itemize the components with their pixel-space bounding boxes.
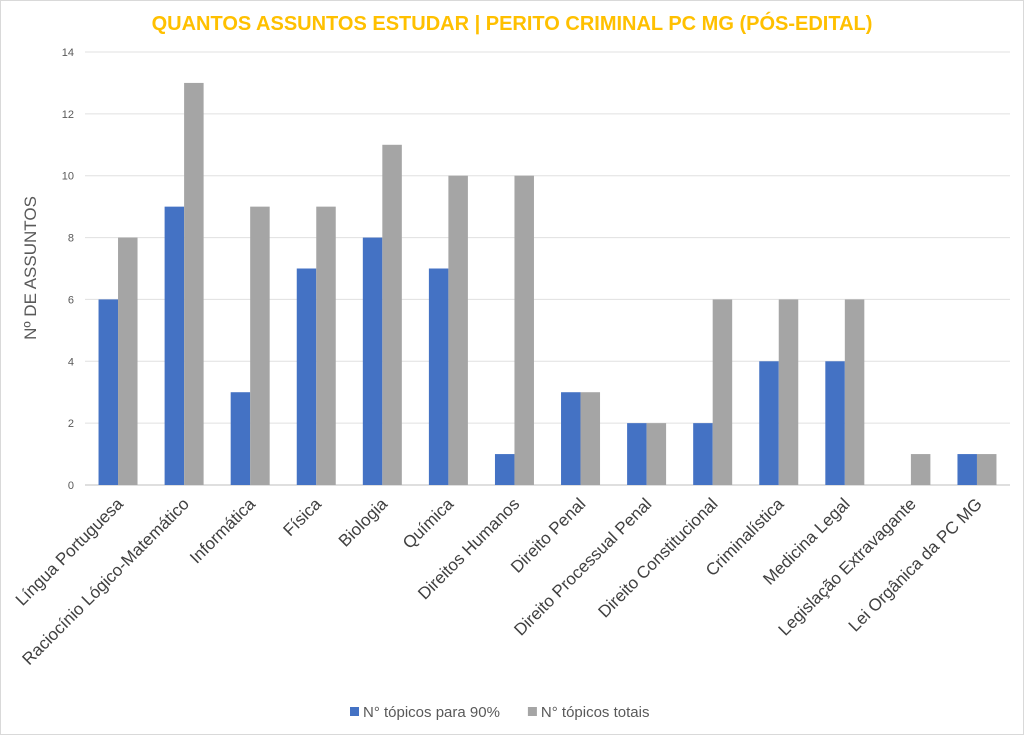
bar-topicos-90 [362, 237, 383, 485]
y-tick-label: 0 [68, 480, 74, 492]
legend-label: N° tópicos para 90% [363, 704, 500, 721]
x-category-label: Direito Constitucional [594, 494, 721, 621]
bar-topicos-90 [561, 392, 581, 485]
bar-topicos-totais [712, 299, 733, 485]
y-tick-label: 2 [68, 418, 74, 430]
legend-swatch [527, 707, 537, 716]
x-category-label: Química [399, 494, 458, 553]
bar-topicos-90 [164, 206, 185, 485]
y-tick-label: 10 [62, 171, 74, 183]
bar-topicos-90 [957, 454, 977, 485]
bar-topicos-90 [825, 361, 845, 485]
x-category-label: Informática [186, 494, 259, 567]
y-tick-label: 6 [68, 294, 74, 306]
bar-topicos-totais [910, 454, 931, 485]
x-category-label: Legislação Extravagante [775, 494, 920, 639]
legend-label: N° tópicos totais [541, 704, 650, 721]
bar-topicos-90 [98, 299, 119, 485]
bar-topicos-totais [976, 454, 997, 485]
x-category-label: Direito Processual Penal [510, 494, 655, 639]
bar-topicos-totais [646, 423, 667, 485]
bar-topicos-totais [250, 206, 270, 485]
x-category-label: Física [280, 494, 326, 540]
bar-topicos-90 [759, 361, 779, 485]
bar-topicos-totais [448, 175, 468, 485]
bar-topicos-totais [580, 392, 601, 485]
bar-topicos-totais [118, 237, 138, 485]
bar-topicos-totais [778, 299, 799, 485]
bar-topicos-90 [428, 268, 449, 485]
x-category-label: Língua Portuguesa [12, 494, 127, 609]
bar-topicos-totais [514, 175, 534, 485]
bar-topicos-totais [316, 206, 336, 485]
y-axis-label: Nº DE ASSUNTOS [21, 196, 40, 340]
chart-title: QUANTOS ASSUNTOS ESTUDAR | PERITO CRIMIN… [152, 11, 873, 35]
bar-topicos-totais [184, 82, 204, 485]
bar-topicos-90 [693, 423, 713, 485]
legend-swatch [350, 707, 359, 716]
x-category-label: Lei Orgânica da PC MG [845, 494, 986, 635]
y-tick-label: 4 [68, 356, 74, 368]
x-category-label: Biologia [335, 494, 392, 551]
y-tick-label: 14 [62, 47, 74, 59]
bar-topicos-90 [494, 454, 515, 485]
bar-topicos-90 [627, 423, 647, 485]
bar-topicos-totais [844, 299, 865, 485]
bar-topicos-totais [382, 144, 402, 486]
bar-topicos-90 [296, 268, 317, 485]
bar-topicos-90 [230, 392, 251, 485]
y-tick-label: 12 [62, 109, 74, 121]
y-tick-label: 8 [68, 233, 74, 245]
